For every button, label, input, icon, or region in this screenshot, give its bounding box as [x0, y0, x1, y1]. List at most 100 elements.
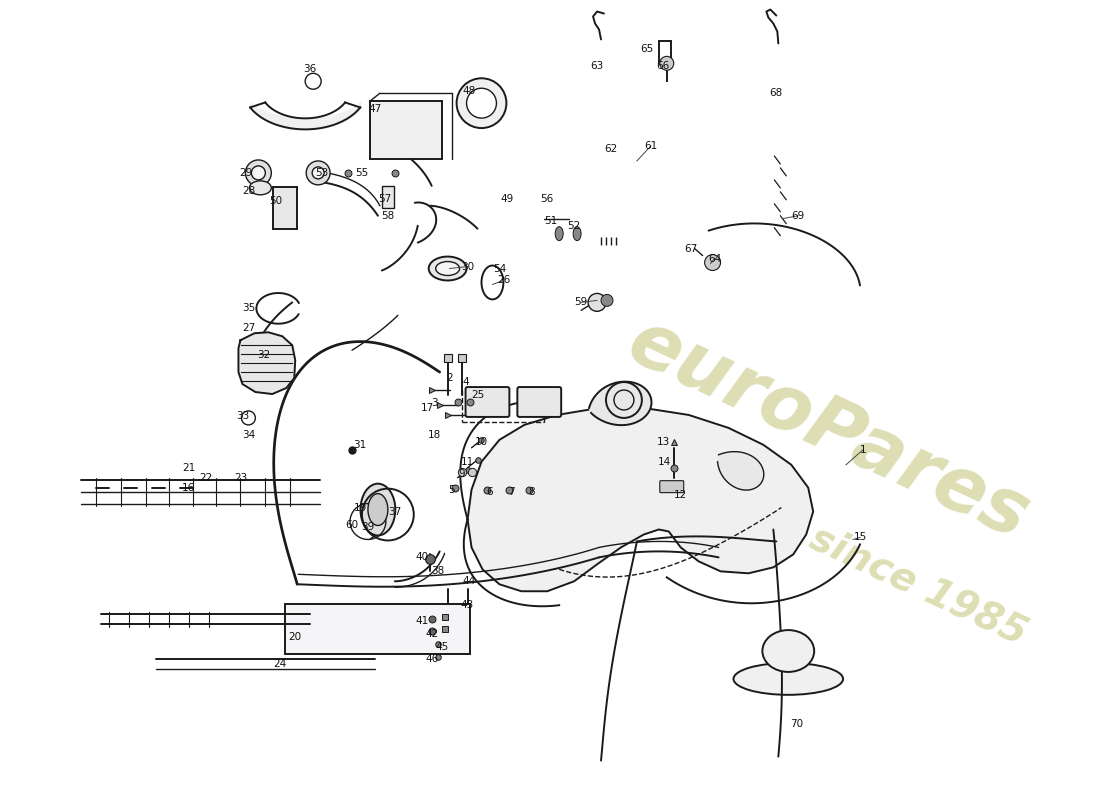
Ellipse shape: [429, 257, 466, 281]
Text: 1: 1: [860, 445, 867, 455]
Text: 53: 53: [316, 168, 329, 178]
Text: 52: 52: [568, 221, 581, 230]
Text: 48: 48: [463, 86, 476, 96]
Circle shape: [456, 78, 506, 128]
Circle shape: [705, 254, 720, 270]
Text: 61: 61: [645, 141, 658, 151]
Text: 10: 10: [475, 437, 488, 447]
Text: 65: 65: [640, 44, 653, 54]
FancyBboxPatch shape: [285, 604, 470, 654]
Text: 51: 51: [544, 216, 558, 226]
Text: 43: 43: [461, 600, 474, 610]
Polygon shape: [239, 332, 295, 394]
Text: 12: 12: [674, 490, 688, 500]
Text: 26: 26: [497, 275, 510, 286]
Text: 2: 2: [447, 373, 453, 383]
FancyBboxPatch shape: [273, 187, 297, 229]
Text: 27: 27: [242, 323, 255, 334]
Text: 56: 56: [540, 194, 554, 204]
FancyBboxPatch shape: [465, 387, 509, 417]
Text: 23: 23: [234, 473, 248, 482]
Text: 54: 54: [493, 263, 506, 274]
Text: 3: 3: [431, 398, 438, 408]
Text: 47: 47: [368, 104, 382, 114]
Text: 59: 59: [574, 298, 587, 307]
Ellipse shape: [367, 494, 388, 526]
Text: 31: 31: [353, 440, 366, 450]
Text: 62: 62: [604, 144, 617, 154]
Text: 68: 68: [770, 88, 783, 98]
Text: 45: 45: [434, 642, 449, 652]
Text: 58: 58: [382, 210, 395, 221]
Text: 20: 20: [288, 632, 301, 642]
Circle shape: [601, 294, 613, 306]
Ellipse shape: [250, 181, 272, 195]
Text: 44: 44: [463, 576, 476, 586]
Text: 37: 37: [388, 506, 401, 517]
Text: 30: 30: [461, 262, 474, 271]
Ellipse shape: [556, 226, 563, 241]
Ellipse shape: [734, 663, 843, 695]
Text: 29: 29: [239, 168, 252, 178]
Text: 38: 38: [431, 566, 444, 576]
Text: 16: 16: [182, 482, 196, 493]
Text: 42: 42: [425, 629, 438, 639]
Text: 67: 67: [684, 243, 697, 254]
Text: 22: 22: [199, 473, 212, 482]
Text: 8: 8: [528, 486, 535, 497]
Circle shape: [660, 56, 673, 70]
Text: 50: 50: [268, 196, 282, 206]
Text: 6: 6: [486, 486, 493, 497]
Text: 9: 9: [459, 469, 465, 478]
Text: 5: 5: [449, 485, 455, 494]
Text: 33: 33: [235, 411, 249, 421]
FancyBboxPatch shape: [382, 186, 394, 208]
Text: 69: 69: [792, 210, 805, 221]
Text: 40: 40: [415, 552, 428, 562]
Polygon shape: [468, 408, 813, 591]
Polygon shape: [590, 382, 651, 425]
Text: 41: 41: [415, 616, 428, 626]
Text: 57: 57: [378, 194, 392, 204]
Text: 55: 55: [355, 168, 368, 178]
Ellipse shape: [361, 484, 395, 535]
Text: 32: 32: [256, 350, 270, 360]
Ellipse shape: [762, 630, 814, 672]
Text: 7: 7: [508, 486, 515, 497]
Text: 39: 39: [361, 522, 375, 533]
Text: 18: 18: [428, 430, 441, 440]
Circle shape: [245, 160, 272, 186]
Text: 14: 14: [658, 457, 671, 466]
Polygon shape: [717, 452, 763, 490]
Text: a passion since 1985: a passion since 1985: [603, 426, 1033, 653]
Circle shape: [588, 294, 606, 311]
Text: 13: 13: [657, 437, 670, 447]
Text: 17: 17: [421, 403, 434, 413]
Circle shape: [252, 166, 265, 180]
Text: 25: 25: [471, 390, 484, 400]
Text: 63: 63: [591, 62, 604, 71]
Text: 64: 64: [708, 254, 722, 263]
Text: 11: 11: [461, 457, 474, 466]
Text: 24: 24: [274, 659, 287, 669]
FancyBboxPatch shape: [370, 101, 442, 159]
Text: euroPares: euroPares: [616, 305, 1041, 555]
Text: 21: 21: [182, 462, 196, 473]
Circle shape: [312, 167, 324, 179]
Text: 35: 35: [242, 303, 255, 314]
Text: 4: 4: [462, 377, 469, 387]
Ellipse shape: [436, 262, 460, 275]
Text: 49: 49: [500, 194, 514, 204]
Text: 15: 15: [854, 533, 867, 542]
Text: 19: 19: [353, 502, 366, 513]
FancyBboxPatch shape: [660, 481, 684, 493]
FancyBboxPatch shape: [517, 387, 561, 417]
Text: 28: 28: [242, 186, 255, 196]
Text: 66: 66: [657, 62, 670, 71]
Circle shape: [306, 161, 330, 185]
Text: 46: 46: [425, 654, 438, 664]
Text: 34: 34: [242, 430, 255, 440]
Text: 36: 36: [304, 64, 317, 74]
Ellipse shape: [573, 226, 581, 241]
Text: 60: 60: [345, 519, 359, 530]
